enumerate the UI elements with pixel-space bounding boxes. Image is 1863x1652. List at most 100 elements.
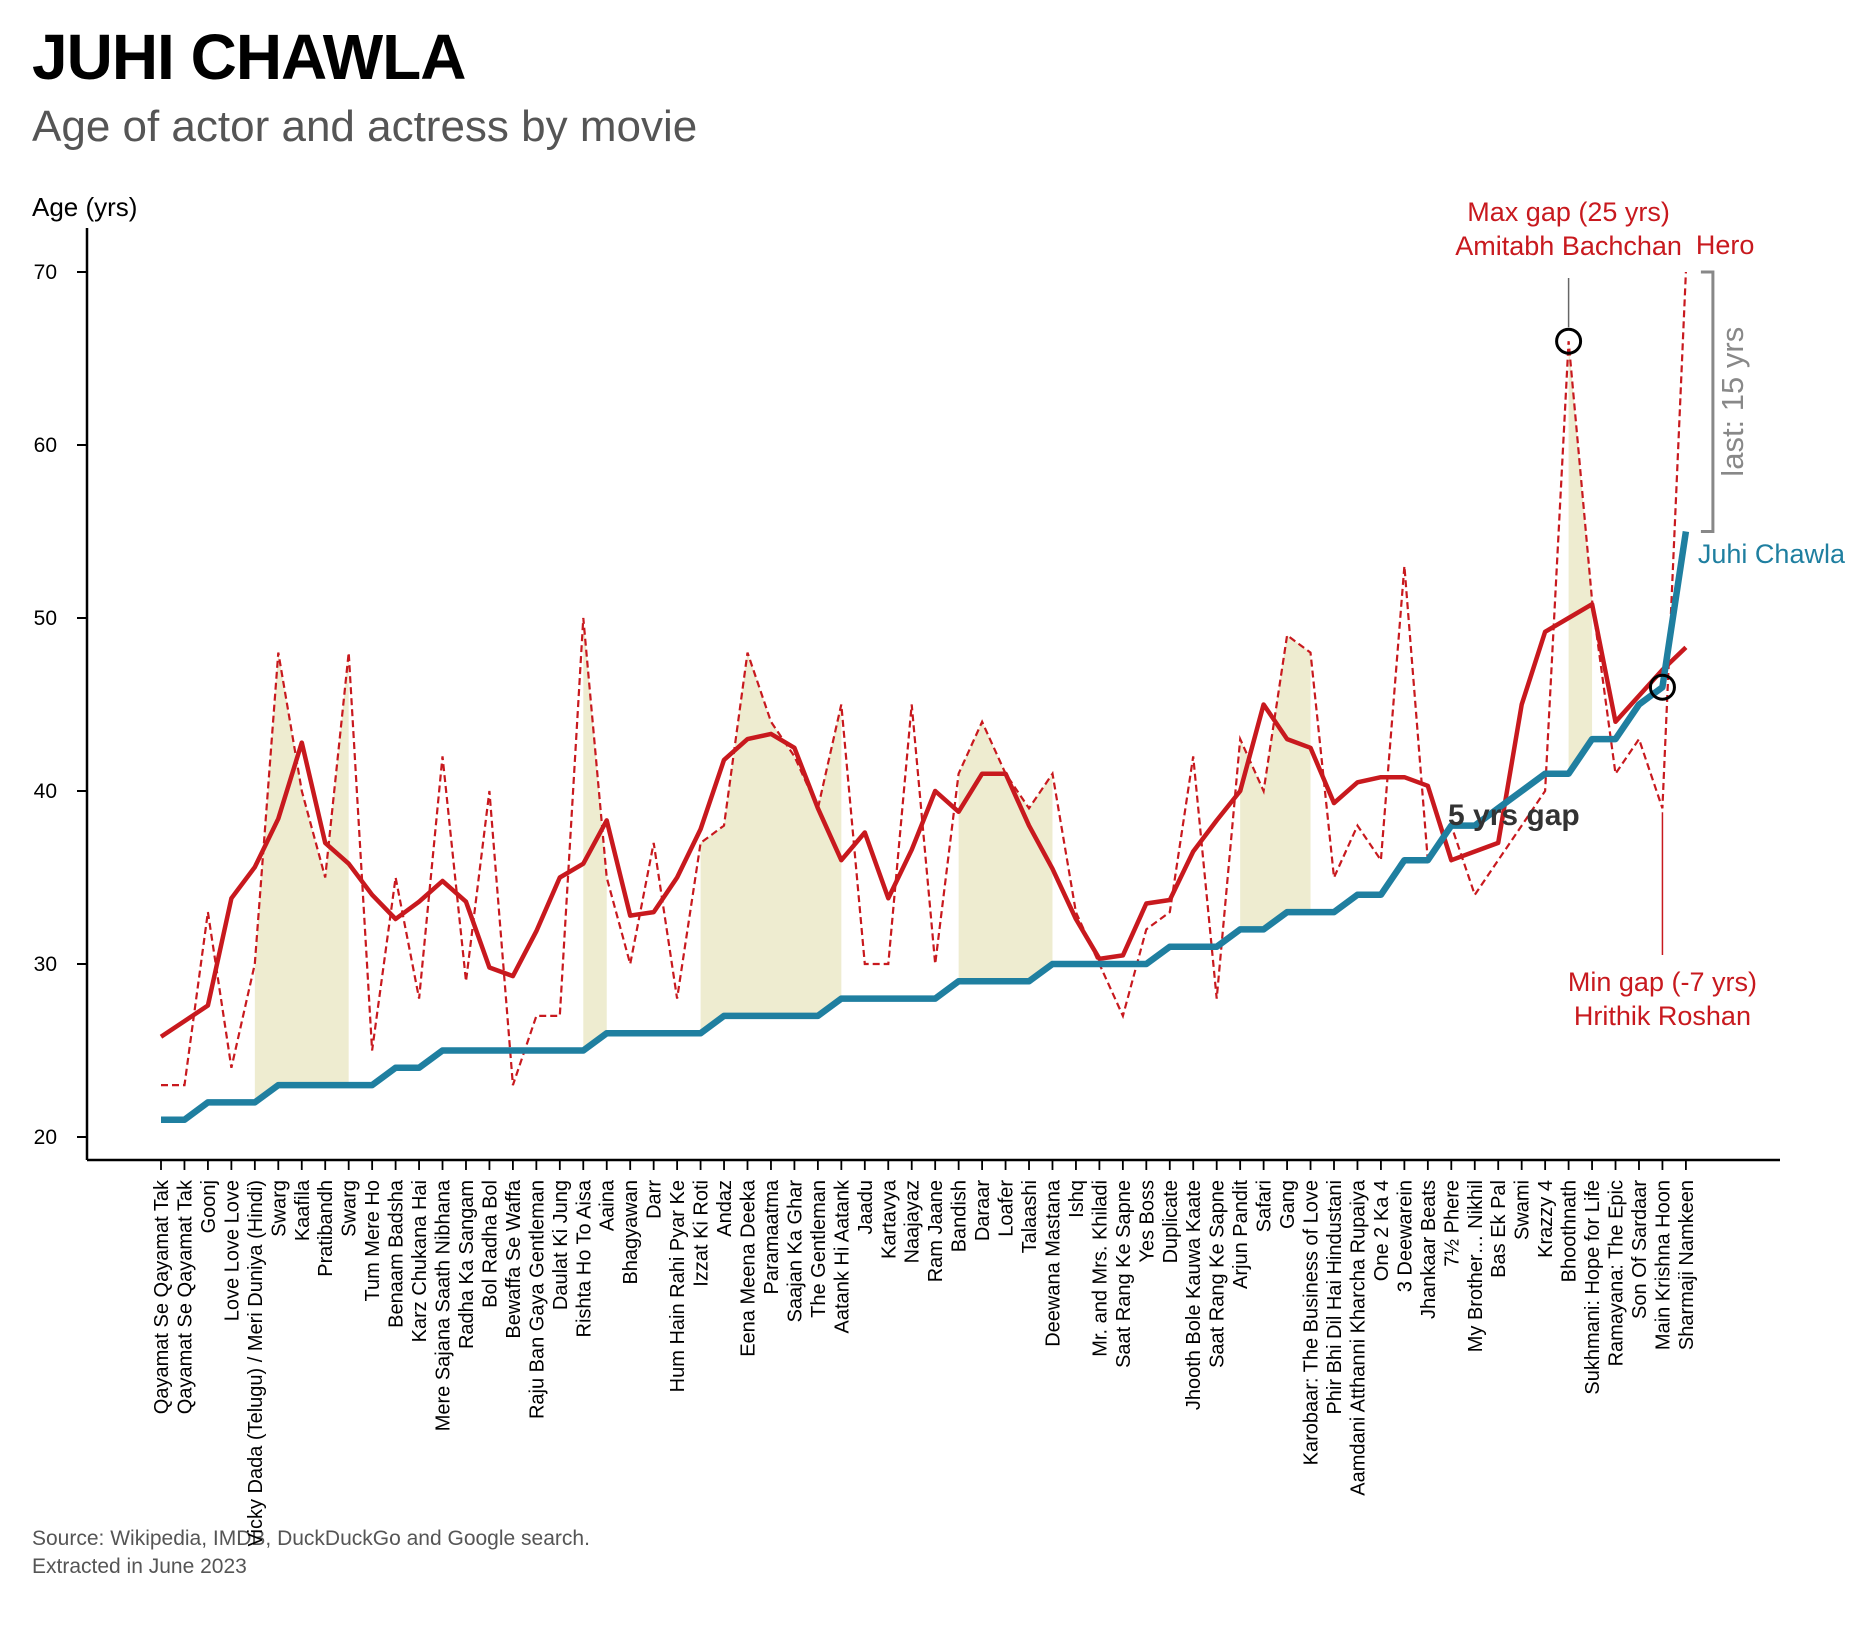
x-tick-label: Radha Ka Sangam	[456, 1180, 478, 1349]
x-tick-label: Son Of Sardaar	[1629, 1180, 1651, 1319]
x-tick-label: Kaafila	[292, 1179, 314, 1241]
gap-fill-area	[958, 721, 1053, 982]
x-tick-label: Mere Sajana Saath Nibhana	[433, 1179, 455, 1431]
x-tick-label: Sukhmani: Hope for Life	[1582, 1180, 1604, 1395]
x-tick-label: Bhagyawan	[620, 1180, 642, 1285]
x-tick-label: Tum Mere Ho	[362, 1180, 384, 1302]
x-tick-label: Bas Ek Pal	[1488, 1180, 1510, 1278]
min-gap-name: Hrithik Roshan	[1574, 1001, 1751, 1031]
x-tick-label: Karobaar: The Business of Love	[1301, 1180, 1323, 1465]
max-gap-marker	[1555, 327, 1583, 355]
x-tick-label: Qayamat Se Qayamat Tak	[174, 1179, 196, 1414]
x-tick-label: Qayamat Se Qayamat Tak	[151, 1179, 173, 1414]
x-tick-label: Swarg	[268, 1180, 290, 1237]
hero-series-label: Hero	[1696, 230, 1755, 260]
x-tick-label: Bhoothnath	[1559, 1180, 1581, 1282]
x-tick-label: Loafer	[996, 1180, 1018, 1237]
last-gap-label: last: 15 yrs	[1715, 327, 1750, 477]
juhi-age-line	[161, 531, 1690, 1123]
gap-fill-area	[700, 652, 842, 1034]
x-tick-label: Saat Rang Ke Sapne	[1113, 1180, 1135, 1368]
x-tick-label: Main Krishna Hoon	[1652, 1180, 1674, 1350]
gap-fill-area	[1240, 635, 1311, 930]
juhi-series-label: Juhi Chawla	[1698, 539, 1846, 569]
chart-subtitle: Age of actor and actress by movie	[32, 102, 698, 151]
gap-fill-area	[1568, 341, 1593, 774]
max-gap-label: Max gap (25 yrs)	[1467, 197, 1670, 227]
hero-age-line	[161, 271, 1687, 1087]
x-tick-label: Jhankaar Beats	[1418, 1180, 1440, 1319]
y-tick-label: 60	[34, 434, 57, 457]
x-tick-label: Darr	[644, 1180, 666, 1219]
y-tick-label: 30	[34, 953, 57, 976]
x-tick-label: Andaz	[714, 1180, 736, 1237]
x-tick-label: Goonj	[198, 1180, 220, 1233]
x-tick-label: 7½ Phere	[1441, 1180, 1463, 1267]
x-tick-label: Swarg	[339, 1180, 361, 1237]
x-tick-label: Swami	[1512, 1180, 1534, 1240]
x-tick-label: Sharmaji Namkeen	[1676, 1180, 1698, 1350]
y-tick-label: 20	[34, 1126, 57, 1149]
x-tick-label: Hum Hain Rahi Pyar Ke	[667, 1180, 689, 1392]
x-tick-label: Bandish	[949, 1180, 971, 1252]
x-tick-label: Duplicate	[1160, 1180, 1182, 1263]
x-tick-label: Paramaatma	[761, 1179, 783, 1294]
y-tick-label: 70	[34, 261, 57, 284]
x-tick-labels: Qayamat Se Qayamat Tak Qayamat Se Qayamat…	[151, 1160, 1698, 1546]
max-gap-name: Amitabh Bachchan	[1455, 231, 1682, 261]
x-tick-label: Vicky Dada (Telugu) / Meri Duniya (Hindi…	[245, 1180, 267, 1546]
x-tick-label: Jhooth Bole Kauwa Kaate	[1183, 1180, 1205, 1410]
x-tick-label: Safari	[1254, 1180, 1276, 1232]
x-tick-label: Gang	[1277, 1180, 1299, 1229]
hero-trend-line	[159, 601, 1688, 1039]
x-tick-label: Love Love Love	[221, 1180, 243, 1321]
min-gap-label: Min gap (-7 yrs)	[1568, 967, 1757, 997]
x-tick-label: Saat Rang Ke Sapne	[1207, 1180, 1229, 1368]
x-tick-label: Izzat Ki Roti	[691, 1180, 713, 1287]
x-tick-label: Eena Meena Deeka	[738, 1179, 760, 1357]
x-tick-label: Naajayaz	[902, 1180, 924, 1263]
x-tick-label: Kartavya	[878, 1179, 900, 1259]
x-tick-label: Mr. and Mrs. Khiladi	[1089, 1180, 1111, 1357]
x-tick-label: 3 Deewarein	[1394, 1180, 1416, 1292]
chart-annotations: Max gap (25 yrs) Amitabh Bachchan Min gap …	[1448, 197, 1846, 1031]
x-tick-label: Arjun Pandit	[1230, 1180, 1252, 1289]
source-note: Source: Wikipedia, IMDB, DuckDuckGo and …	[32, 1525, 590, 1581]
x-tick-label: Daulat Ki Jung	[550, 1180, 572, 1310]
x-tick-label: Yes Boss	[1136, 1180, 1158, 1263]
x-tick-label: Jaadu	[855, 1180, 877, 1235]
x-tick-label: Phir Bhi Dil Hai Hindustani	[1324, 1180, 1346, 1415]
x-tick-label: Benaam Badsha	[386, 1179, 408, 1328]
chart-axes: Age (yrs) 20 30 40 50 60 70	[32, 192, 1780, 1162]
x-tick-label: Daraar	[972, 1180, 994, 1241]
gap-fill-area	[254, 652, 349, 1103]
min-gap-marker	[1648, 673, 1676, 701]
x-tick-label: Talaashi	[1019, 1180, 1041, 1253]
x-tick-label: One 2 Ka 4	[1371, 1180, 1393, 1281]
last-gap-bracket	[1700, 270, 1715, 533]
x-tick-label: Ramayana: The Epic	[1606, 1180, 1628, 1366]
series-lines	[159, 271, 1690, 1123]
x-tick-label: Krazzy 4	[1535, 1180, 1557, 1258]
x-tick-label: Ram Jaane	[925, 1180, 947, 1282]
x-tick-label: Bewaffa Se Waffa	[503, 1179, 525, 1338]
y-tick-label: 50	[34, 607, 57, 630]
x-tick-label: Pratibandh	[315, 1180, 337, 1277]
x-tick-label: Deewana Mastana	[1042, 1179, 1064, 1347]
gap-fill-area	[583, 618, 607, 1051]
x-tick-label: My Brother… Nikhil	[1465, 1180, 1487, 1352]
x-tick-label: Ishq	[1066, 1180, 1088, 1218]
y-axis-label: Age (yrs)	[32, 192, 137, 222]
x-tick-label: Aatank Hi Aatank	[831, 1179, 853, 1333]
x-tick-label: Raju Ban Gaya Gentleman	[526, 1180, 548, 1419]
x-tick-label: Bol Radha Bol	[479, 1180, 501, 1308]
x-tick-label: The Gentleman	[808, 1180, 830, 1318]
x-tick-label: Rishta Ho To Aisa	[573, 1179, 595, 1337]
source-line-2: Extracted in June 2023	[32, 1555, 247, 1578]
x-tick-label: Saajan Ka Ghar	[784, 1180, 806, 1323]
y-tick-label: 40	[34, 780, 57, 803]
x-tick-label: Aaina	[597, 1179, 619, 1231]
chart-title: JUHI CHAWLA	[32, 21, 466, 93]
x-tick-label: Aamdani Atthanni Kharcha Rupaiya	[1347, 1179, 1369, 1496]
